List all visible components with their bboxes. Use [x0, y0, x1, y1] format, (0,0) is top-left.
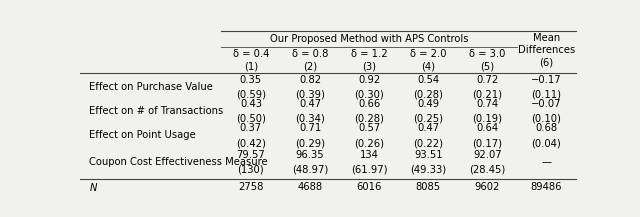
Text: δ = 1.2
(3): δ = 1.2 (3): [351, 49, 387, 71]
Text: (0.22): (0.22): [413, 138, 444, 148]
Text: δ = 2.0
(4): δ = 2.0 (4): [410, 49, 447, 71]
Text: 0.72: 0.72: [476, 74, 499, 84]
Text: (0.17): (0.17): [472, 138, 502, 148]
Text: (28.45): (28.45): [469, 165, 506, 175]
Text: 92.07: 92.07: [473, 150, 502, 160]
Text: (0.34): (0.34): [295, 114, 325, 124]
Text: 4688: 4688: [298, 182, 323, 192]
Text: (61.97): (61.97): [351, 165, 387, 175]
Text: δ = 0.8
(2): δ = 0.8 (2): [292, 49, 328, 71]
Text: 89486: 89486: [531, 182, 562, 192]
Text: (48.97): (48.97): [292, 165, 328, 175]
Text: (0.29): (0.29): [295, 138, 325, 148]
Text: 0.43: 0.43: [240, 99, 262, 109]
Text: (0.50): (0.50): [236, 114, 266, 124]
Text: δ = 3.0
(5): δ = 3.0 (5): [469, 49, 506, 71]
Text: 0.82: 0.82: [299, 74, 321, 84]
Text: (0.25): (0.25): [413, 114, 444, 124]
Text: Effect on Purchase Value: Effect on Purchase Value: [89, 82, 213, 92]
Text: (0.28): (0.28): [354, 114, 384, 124]
Text: Coupon Cost Effectiveness Measure: Coupon Cost Effectiveness Measure: [89, 157, 268, 167]
Text: (0.59): (0.59): [236, 90, 266, 100]
Text: 2758: 2758: [238, 182, 264, 192]
Text: (0.42): (0.42): [236, 138, 266, 148]
Text: (49.33): (49.33): [410, 165, 446, 175]
Text: 96.35: 96.35: [296, 150, 324, 160]
Text: Mean
Differences
(6): Mean Differences (6): [518, 33, 575, 68]
Text: 8085: 8085: [415, 182, 441, 192]
Text: 134: 134: [360, 150, 379, 160]
Text: Effect on # of Transactions: Effect on # of Transactions: [89, 106, 223, 116]
Text: 9602: 9602: [475, 182, 500, 192]
Text: 79.57: 79.57: [237, 150, 266, 160]
Text: 0.35: 0.35: [240, 74, 262, 84]
Text: 0.47: 0.47: [417, 123, 439, 133]
Text: (0.04): (0.04): [532, 138, 561, 148]
Text: (130): (130): [237, 165, 264, 175]
Text: (0.26): (0.26): [354, 138, 384, 148]
Text: 93.51: 93.51: [414, 150, 442, 160]
Text: (0.19): (0.19): [472, 114, 502, 124]
Text: Our Proposed Method with APS Controls: Our Proposed Method with APS Controls: [270, 34, 468, 44]
Text: (0.21): (0.21): [472, 90, 502, 100]
Text: 0.47: 0.47: [299, 99, 321, 109]
Text: 0.66: 0.66: [358, 99, 380, 109]
Text: (0.28): (0.28): [413, 90, 443, 100]
Text: (0.10): (0.10): [531, 114, 561, 124]
Text: 0.64: 0.64: [476, 123, 499, 133]
Text: 0.68: 0.68: [536, 123, 557, 133]
Text: −0.17: −0.17: [531, 74, 562, 84]
Text: 0.74: 0.74: [476, 99, 499, 109]
Text: 0.49: 0.49: [417, 99, 439, 109]
Text: 0.71: 0.71: [299, 123, 321, 133]
Text: (0.39): (0.39): [295, 90, 325, 100]
Text: 6016: 6016: [356, 182, 382, 192]
Text: 0.54: 0.54: [417, 74, 439, 84]
Text: 0.37: 0.37: [240, 123, 262, 133]
Text: Effect on Point Usage: Effect on Point Usage: [89, 130, 196, 140]
Text: δ = 0.4
(1): δ = 0.4 (1): [233, 49, 269, 71]
Text: —: —: [541, 157, 552, 167]
Text: (0.30): (0.30): [355, 90, 384, 100]
Text: $N$: $N$: [89, 181, 98, 193]
Text: (0.11): (0.11): [531, 90, 561, 100]
Text: 0.92: 0.92: [358, 74, 380, 84]
Text: 0.57: 0.57: [358, 123, 380, 133]
Text: −0.07: −0.07: [531, 99, 562, 109]
